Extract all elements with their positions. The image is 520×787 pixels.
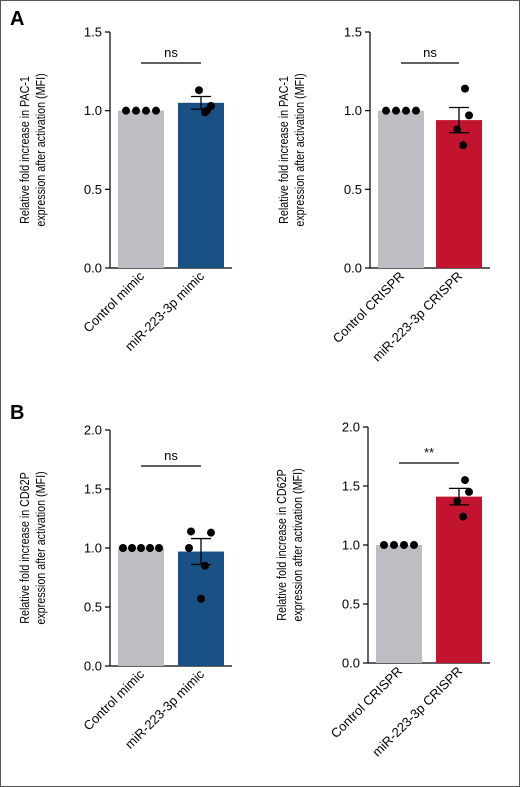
data-point <box>459 512 467 521</box>
data-point <box>185 544 193 552</box>
data-point <box>119 544 127 552</box>
y-tick-label: 1.0 <box>344 103 362 118</box>
y-tick-label: 1.5 <box>84 25 102 40</box>
chart-1: 0.0 0.5 1.0 1.5 Relative fold increase in PA… <box>18 25 232 354</box>
bar-1 <box>118 548 164 666</box>
significance-label: ns <box>164 45 178 60</box>
y-tick-label: 0.0 <box>84 659 102 674</box>
data-point <box>382 106 390 115</box>
data-point <box>122 106 130 115</box>
data-point <box>146 544 154 552</box>
data-point <box>201 108 209 117</box>
y-tick-label: 0.0 <box>84 261 102 276</box>
significance-label: ns <box>423 45 437 60</box>
category-label: Control mimic <box>80 666 147 733</box>
y-tick-label: 0.5 <box>84 600 102 615</box>
data-point <box>207 101 215 110</box>
bar-2 <box>436 496 482 663</box>
y-tick-label: 0.5 <box>84 182 102 197</box>
chart-2: 0.0 0.5 1.0 1.5 Relative fold increase in PA… <box>277 25 490 364</box>
y-tick-label: 0.5 <box>344 182 362 197</box>
bar-1 <box>376 545 422 663</box>
panel-label-a: A <box>10 8 25 30</box>
data-point <box>195 86 203 95</box>
panel-label-b: B <box>10 402 25 424</box>
category-label: Control mimic <box>80 268 147 335</box>
data-point <box>465 487 473 496</box>
data-point <box>400 541 408 549</box>
data-point <box>207 528 215 537</box>
data-point <box>380 541 388 549</box>
y-axis-label-line-1: Relative fold increase in PAC-1 <box>18 76 32 224</box>
y-tick-label: 1.0 <box>84 103 102 118</box>
data-point <box>128 544 136 552</box>
y-tick-label: 2.0 <box>342 420 360 435</box>
data-point <box>197 594 205 603</box>
data-point <box>412 106 420 115</box>
y-axis-label-line-1: Relative fold increase in CD62P <box>275 469 289 621</box>
y-tick-label: 1.5 <box>84 482 102 497</box>
y-axis-label-line-2: expression after activation (MFI) <box>293 73 307 226</box>
y-tick-label: 1.5 <box>342 479 360 494</box>
y-tick-label: 0.5 <box>342 597 360 612</box>
data-point <box>453 125 461 134</box>
bar-2 <box>178 102 224 268</box>
y-tick-label: 1.0 <box>84 541 102 556</box>
data-point <box>402 106 410 115</box>
y-axis-label-line-1: Relative fold increase in CD62P <box>18 472 32 624</box>
y-tick-label: 1.5 <box>344 25 362 40</box>
data-point <box>453 497 461 506</box>
data-point <box>137 544 145 552</box>
data-point <box>142 106 150 115</box>
data-point <box>390 541 398 549</box>
data-point <box>155 544 163 552</box>
y-tick-label: 2.0 <box>84 423 102 438</box>
chart-4: 0.0 0.5 1.0 1.5 2.0 Relative fold increase in… <box>275 420 490 759</box>
significance-label: ns <box>164 448 178 463</box>
data-point <box>152 106 160 115</box>
data-point <box>132 106 140 115</box>
y-axis-label-line-2: expression after activation (MFI) <box>34 73 48 226</box>
data-point <box>461 476 469 485</box>
y-tick-label: 0.0 <box>344 261 362 276</box>
bar-1 <box>118 110 164 269</box>
bar-1 <box>378 110 424 269</box>
y-axis-label-line-2: expression after activation (MFI) <box>34 471 48 624</box>
bar-2 <box>178 551 224 666</box>
data-point <box>461 84 469 93</box>
data-point <box>392 106 400 115</box>
y-tick-label: 1.0 <box>342 538 360 553</box>
y-tick-label: 0.0 <box>342 656 360 671</box>
data-point <box>410 541 418 549</box>
y-axis-label-line-1: Relative fold increase in PAC-1 <box>277 76 291 224</box>
data-point <box>201 561 209 570</box>
chart-3: 0.0 0.5 1.0 1.5 2.0 Relative fold increase in… <box>18 423 232 752</box>
data-point <box>459 141 467 150</box>
data-point <box>465 111 473 120</box>
data-point <box>187 527 195 536</box>
bar-2 <box>436 120 482 269</box>
y-axis-label-line-2: expression after activation (MFI) <box>291 468 305 621</box>
significance-label: ** <box>424 445 434 460</box>
